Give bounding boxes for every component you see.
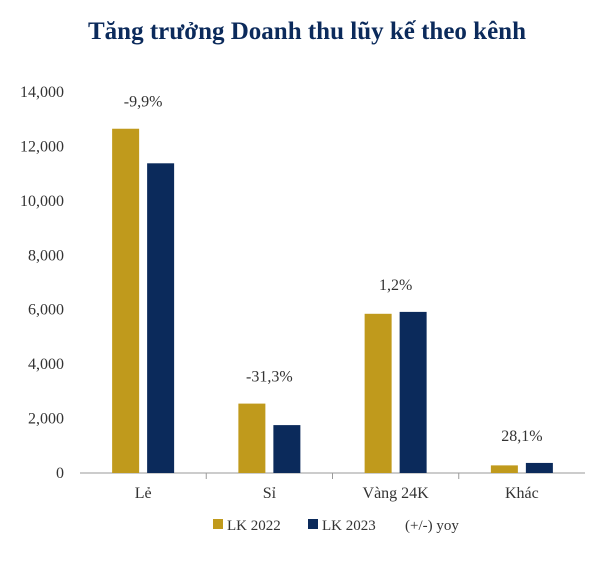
bar-lk2023	[525, 462, 553, 473]
legend: LK 2022 LK 2023 (+/-) yoy	[213, 518, 459, 534]
y-tick-label: 2,000	[28, 411, 64, 428]
y-tick-label: 12,000	[20, 138, 64, 155]
legend-label: LK 2023	[322, 518, 376, 534]
legend-swatch	[308, 519, 318, 529]
x-tick-label: Lẻ	[135, 485, 152, 502]
y-tick-label: 6,000	[28, 302, 64, 319]
y-tick-label: 0	[56, 465, 64, 482]
bar-lk2022	[112, 128, 140, 473]
bar-lk2022	[238, 403, 266, 473]
yoy-annotation: 28,1%	[501, 428, 542, 445]
x-tick-label: Sỉ	[263, 485, 277, 502]
y-tick-label: 14,000	[20, 84, 64, 101]
bar-lk2023	[147, 163, 175, 473]
bar-lk2022	[364, 313, 392, 473]
legend-swatch	[213, 519, 223, 529]
annotations-group: -9,9% -31,3% 1,2% 28,1%	[124, 94, 543, 445]
legend-label: LK 2022	[227, 518, 281, 534]
yoy-annotation: -9,9%	[124, 94, 163, 111]
x-axis: Lẻ Sỉ Vàng 24K Khác	[135, 473, 539, 502]
bar-lk2022	[490, 465, 518, 473]
y-tick-label: 10,000	[20, 193, 64, 210]
y-tick-label: 8,000	[28, 247, 64, 264]
y-tick-label: 4,000	[28, 356, 64, 373]
yoy-annotation: 1,2%	[379, 277, 412, 294]
bar-lk2023	[273, 425, 301, 473]
bars-group	[112, 128, 553, 473]
chart-title: Tăng trưởng Doanh thu lũy kế theo kênh	[88, 18, 526, 45]
y-axis: 0 2,000 4,000 6,000 8,000 10,000 12,000 14,000	[20, 84, 585, 482]
legend-yoy-label: (+/-) yoy	[405, 518, 459, 534]
x-tick-label: Khác	[505, 485, 539, 502]
bar-lk2023	[399, 311, 427, 473]
x-tick-label: Vàng 24K	[363, 485, 430, 502]
yoy-annotation: -31,3%	[246, 369, 293, 386]
